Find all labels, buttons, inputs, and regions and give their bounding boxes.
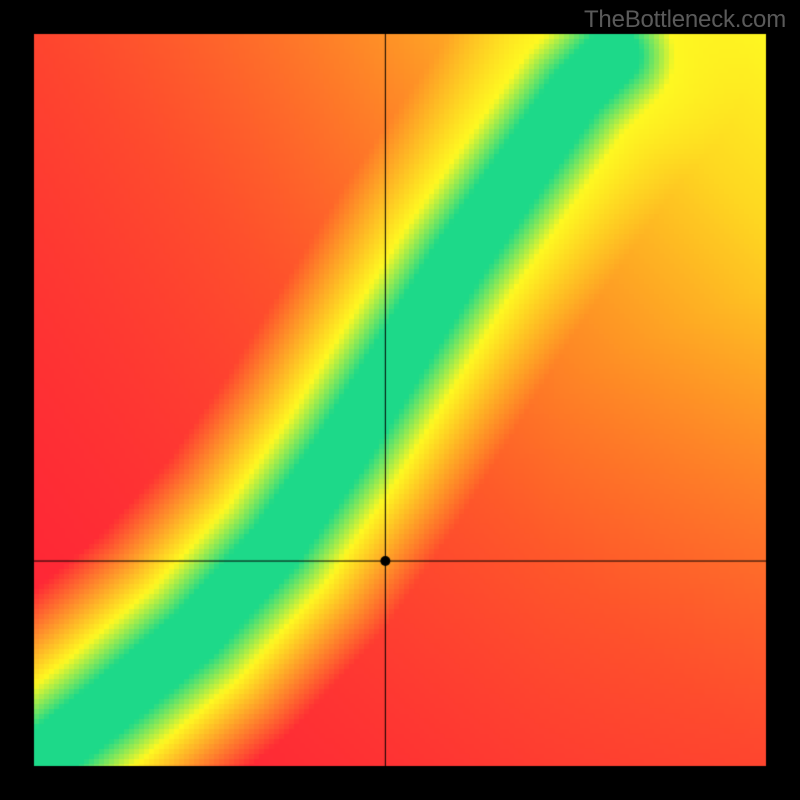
heatmap-canvas	[0, 0, 800, 800]
chart-container: TheBottleneck.com	[0, 0, 800, 800]
watermark-text: TheBottleneck.com	[584, 6, 786, 34]
